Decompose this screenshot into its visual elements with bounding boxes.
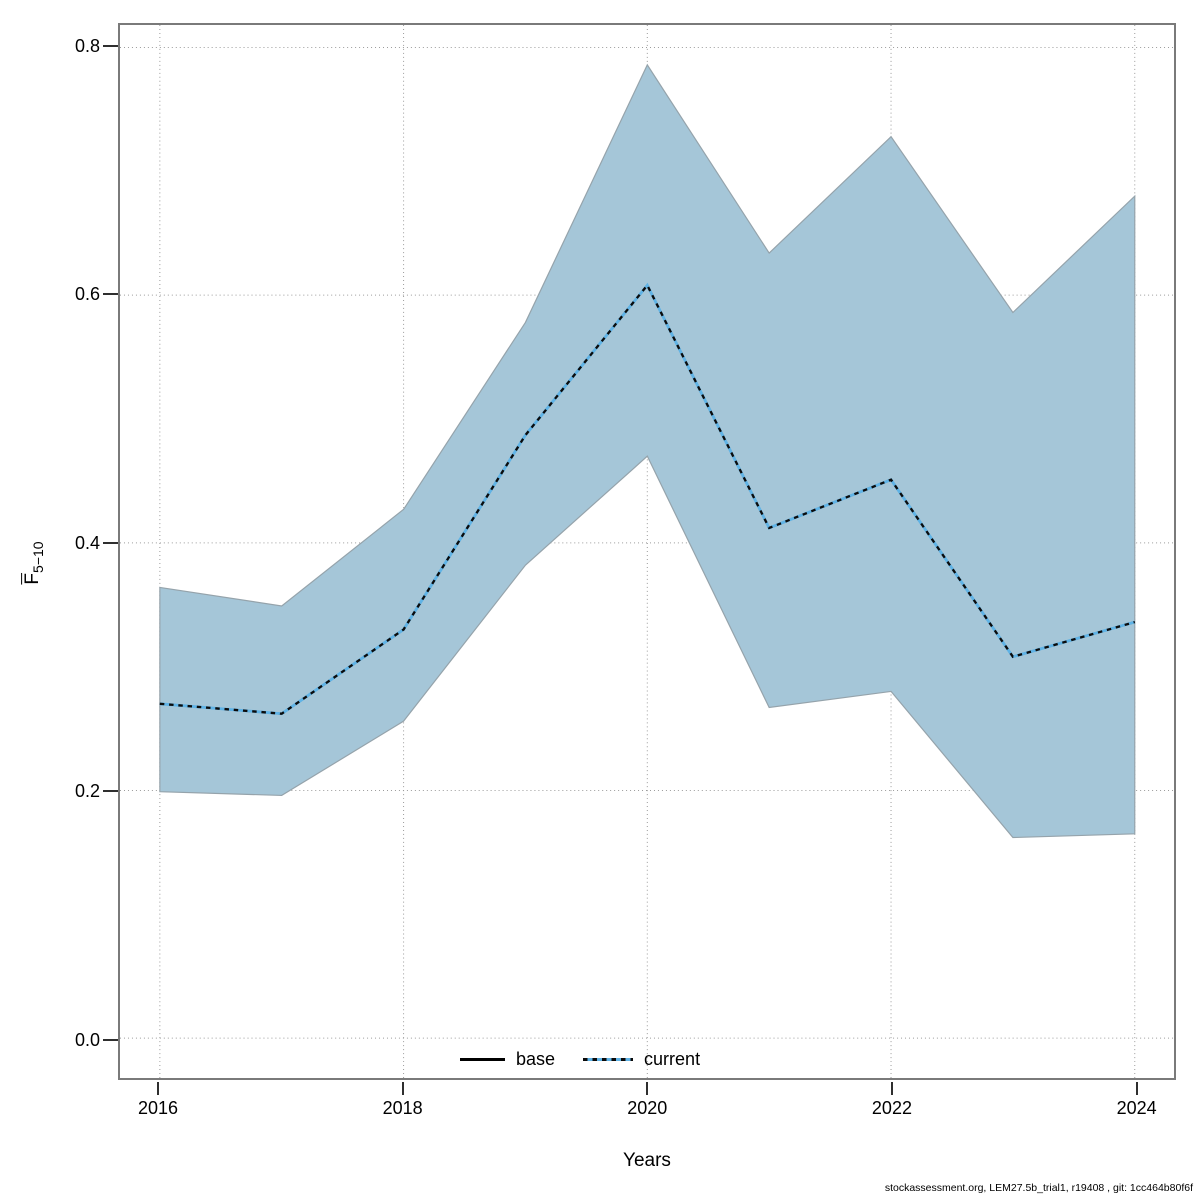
x-tick-label: 2016 <box>137 1098 179 1118</box>
y-tick-label: 0.0 <box>74 1029 100 1050</box>
x-tick-mark <box>157 1082 159 1095</box>
x-tick-mark <box>1135 1082 1138 1095</box>
x-tick-label: 2020 <box>627 1098 668 1118</box>
x-tick-label: 2024 <box>1116 1098 1157 1118</box>
y-tick-mark <box>103 790 118 793</box>
base-line-sample <box>460 1057 505 1061</box>
x-tick-mark <box>646 1082 649 1095</box>
plot-area: base current <box>118 23 1176 1080</box>
x-axis-label: Years <box>623 1150 671 1171</box>
y-tick-mark <box>103 44 118 47</box>
y-tick-label: 0.8 <box>74 35 100 56</box>
y-tick-mark <box>103 1038 118 1041</box>
y-tick-mark <box>103 293 118 296</box>
x-tick-label: 2022 <box>871 1098 912 1118</box>
legend-label: current <box>644 1048 701 1069</box>
y-tick-label: 0.2 <box>74 781 100 802</box>
x-tick-label: 2018 <box>382 1098 423 1118</box>
y-tick-mark <box>103 541 118 544</box>
legend: base current <box>460 1047 700 1071</box>
chart-canvas <box>120 25 1174 1078</box>
x-tick-mark <box>401 1082 404 1095</box>
x-tick-mark <box>890 1082 893 1095</box>
legend-item-base: base <box>460 1049 555 1070</box>
y-tick-label: 0.6 <box>74 284 100 305</box>
y-axis-label: F5−10 <box>22 541 46 584</box>
y-tick-label: 0.4 <box>74 532 100 553</box>
current-line-sample <box>583 1057 634 1061</box>
y-axis-label-subscript: 5−10 <box>29 541 46 573</box>
legend-item-current: current <box>583 1049 700 1070</box>
y-axis-label-letter: F <box>22 572 44 585</box>
legend-label: base <box>516 1048 556 1069</box>
confidence-band <box>159 63 1136 839</box>
footer-attribution: stockassessment.org, LEM27.5b_trial1, r1… <box>884 1182 1193 1194</box>
current-line <box>159 282 1136 716</box>
